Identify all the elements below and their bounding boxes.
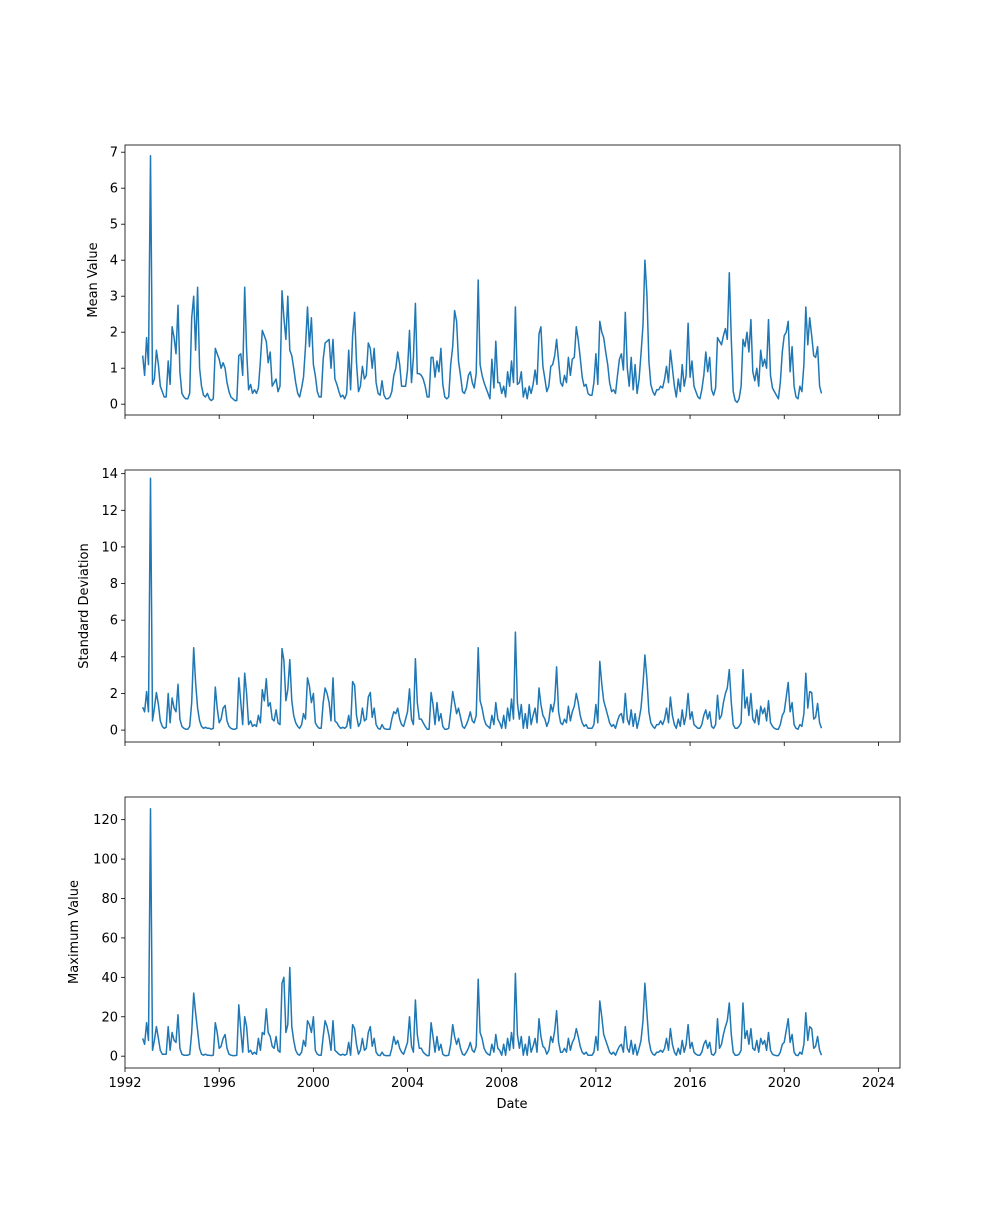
y-tick-label: 2 [110,326,118,341]
maximum-value-panel: 0 20 40 60 80 100 120 1992 1996 2000 2004 2008 2012 2… [93,796,901,1091]
mean-value-panel: 0 1 2 3 4 5 6 7 [110,144,901,419]
y-tick-label: 40 [101,971,118,986]
y-tick-label: 4 [110,650,118,665]
standard-deviation-panel: 0 2 4 6 8 10 12 14 [101,467,901,746]
y-tick-label: 1 [110,362,118,377]
y-tick-label: 2 [110,687,118,702]
ylabel-standard-deviation: Standard Deviation [77,543,92,668]
y-tick-label: 6 [110,614,118,629]
axes-frame [124,144,901,416]
x-tick-label: 2000 [297,1076,330,1091]
axes-frame [124,469,901,743]
xlabel-date: Date [496,1097,527,1112]
y-tick-label: 120 [93,813,118,828]
y-tick-label: 6 [110,182,118,197]
x-tick-label: 2008 [485,1076,518,1091]
series-line [141,155,823,404]
ylabel-mean-value: Mean Value [86,242,101,317]
x-tick-label: 2016 [674,1076,707,1091]
y-tick-label: 60 [101,931,118,946]
x-tick-label: 2004 [391,1076,424,1091]
y-tick-label: 12 [101,504,118,519]
y-tick-label: 80 [101,892,118,907]
series-line [142,477,823,730]
y-tick-label: 10 [101,540,118,555]
x-tick-label: 2020 [768,1076,801,1091]
y-tick-label: 5 [110,218,118,233]
ylabel-maximum-value: Maximum Value [67,880,82,984]
x-tick-label: 1996 [203,1076,236,1091]
y-tick-label: 14 [101,467,118,482]
x-tick-label: 2024 [862,1076,895,1091]
y-tick-label: 4 [110,254,118,269]
y-tick-label: 0 [110,724,118,739]
y-tick-label: 0 [110,398,118,413]
y-tick-label: 20 [101,1010,118,1025]
y-tick-label: 3 [110,290,118,305]
series-line [141,808,823,1057]
y-tick-label: 100 [93,853,118,868]
x-tick-label: 1992 [108,1076,141,1091]
axes-frame [124,796,901,1069]
x-tick-label: 2012 [579,1076,612,1091]
y-tick-label: 0 [110,1050,118,1065]
y-tick-label: 8 [110,577,118,592]
y-tick-label: 7 [110,146,118,161]
